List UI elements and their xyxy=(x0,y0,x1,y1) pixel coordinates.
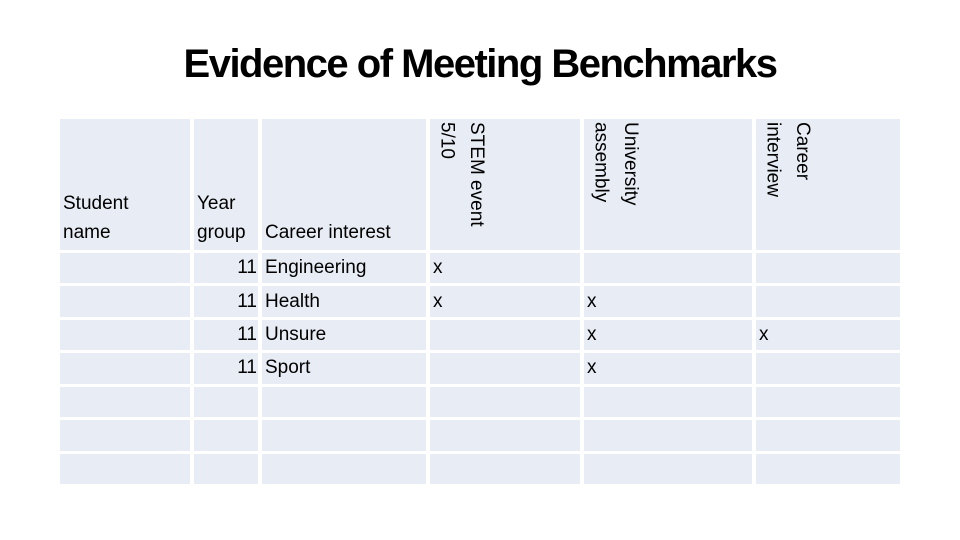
cell-year-group xyxy=(194,386,258,418)
cell-university-assembly xyxy=(584,420,752,451)
cell-stem-event: x xyxy=(430,286,580,317)
cell-career-interview xyxy=(756,286,900,317)
cell-student-name xyxy=(60,253,190,284)
cell-career-interview xyxy=(756,386,900,418)
cell-career-interest: Unsure xyxy=(262,319,426,351)
rotated-header-text: STEM event 5/10 xyxy=(436,122,487,227)
col-header-student-name: Student name xyxy=(60,119,190,250)
cell-career-interview xyxy=(756,253,900,284)
cell-year-group: 11 xyxy=(194,253,258,284)
cell-stem-event: x xyxy=(430,253,580,284)
cell-career-interest: Health xyxy=(262,286,426,317)
cell-stem-event xyxy=(430,386,580,418)
col-header-career-interview: Career interview xyxy=(756,119,900,250)
cell-student-name xyxy=(60,319,190,351)
cell-student-name xyxy=(60,453,190,484)
cell-university-assembly: x xyxy=(584,319,752,351)
col-header-year-group: Year group xyxy=(194,119,258,250)
col-header-university-assembly: University assembly xyxy=(584,119,752,250)
rotated-header-text: Career interview xyxy=(762,122,813,197)
cell-student-name xyxy=(60,286,190,317)
cell-university-assembly xyxy=(584,453,752,484)
cell-career-interest xyxy=(262,453,426,484)
cell-student-name xyxy=(60,353,190,384)
cell-university-assembly: x xyxy=(584,353,752,384)
cell-year-group: 11 xyxy=(194,319,258,351)
cell-career-interview xyxy=(756,353,900,384)
cell-year-group xyxy=(194,453,258,484)
cell-university-assembly xyxy=(584,253,752,284)
cell-career-interest: Engineering xyxy=(262,253,426,284)
cell-stem-event xyxy=(430,420,580,451)
cell-student-name xyxy=(60,420,190,451)
cell-career-interest xyxy=(262,420,426,451)
cell-career-interest xyxy=(262,386,426,418)
cell-university-assembly: x xyxy=(584,286,752,317)
rotated-header-text: University assembly xyxy=(590,122,641,206)
cell-university-assembly xyxy=(584,386,752,418)
col-header-career-interest: Career interest xyxy=(262,119,426,250)
cell-stem-event xyxy=(430,453,580,484)
cell-year-group xyxy=(194,420,258,451)
col-header-stem-event: STEM event 5/10 xyxy=(430,119,580,250)
cell-career-interview: x xyxy=(756,319,900,351)
slide-title: Evidence of Meeting Benchmarks xyxy=(183,42,778,86)
cell-career-interview xyxy=(756,420,900,451)
cell-year-group: 11 xyxy=(194,286,258,317)
cell-stem-event xyxy=(430,319,580,351)
cell-career-interview xyxy=(756,453,900,484)
cell-year-group: 11 xyxy=(194,353,258,384)
cell-student-name xyxy=(60,386,190,418)
cell-career-interest: Sport xyxy=(262,353,426,384)
benchmarks-table: Student name Year group Career interest … xyxy=(60,119,900,484)
cell-stem-event xyxy=(430,353,580,384)
